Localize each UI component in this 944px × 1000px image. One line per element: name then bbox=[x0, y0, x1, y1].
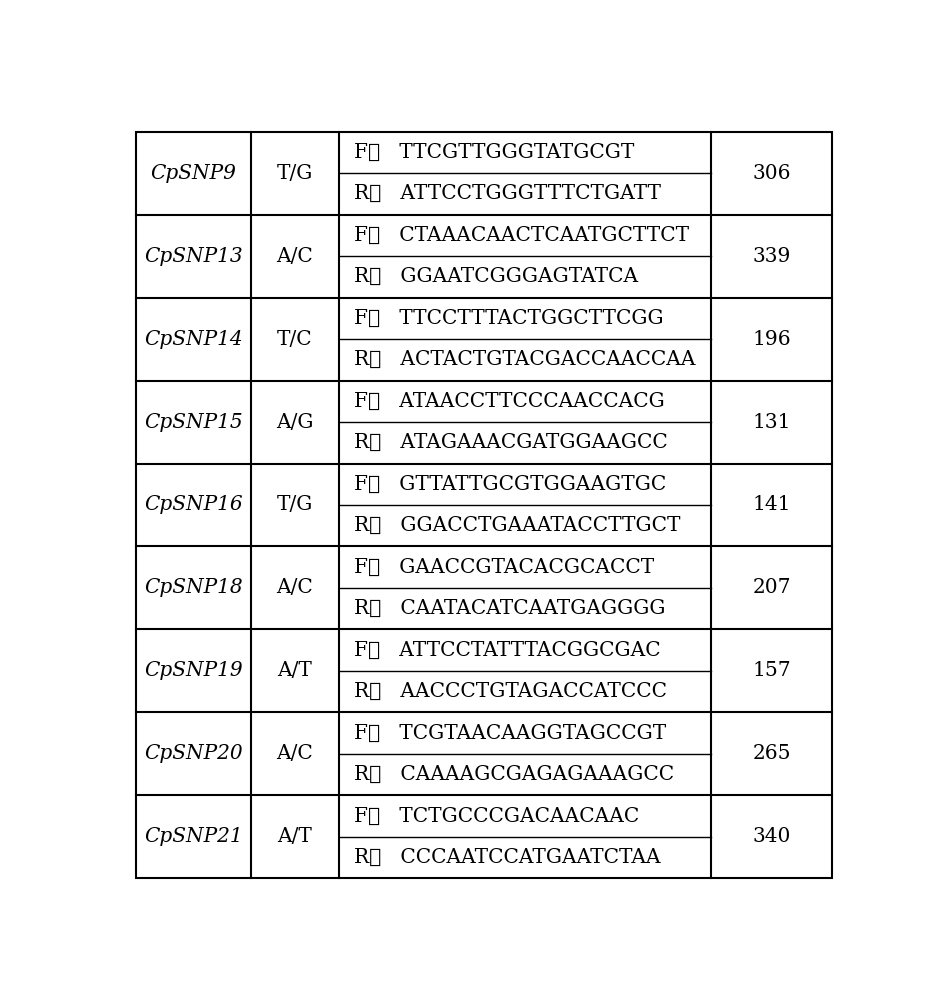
Text: F：   GTTATTGCGTGGAAGTGC: F： GTTATTGCGTGGAAGTGC bbox=[353, 475, 666, 494]
Text: T/G: T/G bbox=[277, 164, 312, 183]
Text: R：   CAAAAGCGAGAGAAAGCC: R： CAAAAGCGAGAGAAAGCC bbox=[353, 765, 673, 784]
Text: CpSNP16: CpSNP16 bbox=[144, 495, 243, 514]
Text: R：   GGAATCGGGAGTATCA: R： GGAATCGGGAGTATCA bbox=[353, 267, 637, 286]
Text: F：   TTCGTTGGGTATGCGT: F： TTCGTTGGGTATGCGT bbox=[353, 143, 633, 162]
Text: 340: 340 bbox=[751, 827, 790, 846]
Text: 157: 157 bbox=[751, 661, 790, 680]
Text: A/T: A/T bbox=[277, 827, 312, 846]
Text: 131: 131 bbox=[751, 413, 790, 432]
Text: T/C: T/C bbox=[277, 330, 312, 349]
Text: 141: 141 bbox=[751, 495, 790, 514]
Text: F：   TCGTAACAAGGTAGCCGT: F： TCGTAACAAGGTAGCCGT bbox=[353, 724, 666, 743]
Text: R：   ATAGAAACGATGGAAGCC: R： ATAGAAACGATGGAAGCC bbox=[353, 433, 666, 452]
Text: R：   CCCAATCCATGAATCTAA: R： CCCAATCCATGAATCTAA bbox=[353, 848, 660, 867]
Text: F：   CTAAACAACTCAATGCTTCT: F： CTAAACAACTCAATGCTTCT bbox=[353, 226, 688, 245]
Text: CpSNP13: CpSNP13 bbox=[144, 247, 243, 266]
Text: CpSNP19: CpSNP19 bbox=[144, 661, 243, 680]
Text: 196: 196 bbox=[751, 330, 790, 349]
Text: CpSNP15: CpSNP15 bbox=[144, 413, 243, 432]
Text: A/C: A/C bbox=[276, 578, 312, 597]
Text: CpSNP21: CpSNP21 bbox=[144, 827, 243, 846]
Text: A/C: A/C bbox=[276, 744, 312, 763]
Text: F：   ATAACCTTCCCAACCACG: F： ATAACCTTCCCAACCACG bbox=[353, 392, 664, 411]
Text: 339: 339 bbox=[751, 247, 790, 266]
Text: A/C: A/C bbox=[276, 247, 312, 266]
Text: CpSNP20: CpSNP20 bbox=[144, 744, 243, 763]
Text: F：   TTCCTTTACTGGCTTCGG: F： TTCCTTTACTGGCTTCGG bbox=[353, 309, 663, 328]
Text: A/G: A/G bbox=[276, 413, 313, 432]
Text: 207: 207 bbox=[751, 578, 790, 597]
Text: CpSNP9: CpSNP9 bbox=[150, 164, 236, 183]
Text: R：   CAATACATCAATGAGGGG: R： CAATACATCAATGAGGGG bbox=[353, 599, 665, 618]
Text: CpSNP14: CpSNP14 bbox=[144, 330, 243, 349]
Text: A/T: A/T bbox=[277, 661, 312, 680]
Text: F：   TCTGCCCGACAACAAC: F： TCTGCCCGACAACAAC bbox=[353, 807, 638, 826]
Text: F：   ATTCCTATTTACGGCGAC: F： ATTCCTATTTACGGCGAC bbox=[353, 641, 660, 660]
Text: 306: 306 bbox=[751, 164, 790, 183]
Text: CpSNP18: CpSNP18 bbox=[144, 578, 243, 597]
Text: 265: 265 bbox=[751, 744, 790, 763]
Text: R：   ACTACTGTACGACCAACCAA: R： ACTACTGTACGACCAACCAA bbox=[353, 350, 695, 369]
Text: R：   ATTCCTGGGTTTCTGATT: R： ATTCCTGGGTTTCTGATT bbox=[353, 184, 660, 203]
Text: T/G: T/G bbox=[277, 495, 312, 514]
Text: F：   GAACCGTACACGCACCT: F： GAACCGTACACGCACCT bbox=[353, 558, 653, 577]
Text: R：   AACCCTGTAGACCATCCC: R： AACCCTGTAGACCATCCC bbox=[353, 682, 666, 701]
Text: R：   GGACCTGAAATACCTTGCT: R： GGACCTGAAATACCTTGCT bbox=[353, 516, 680, 535]
